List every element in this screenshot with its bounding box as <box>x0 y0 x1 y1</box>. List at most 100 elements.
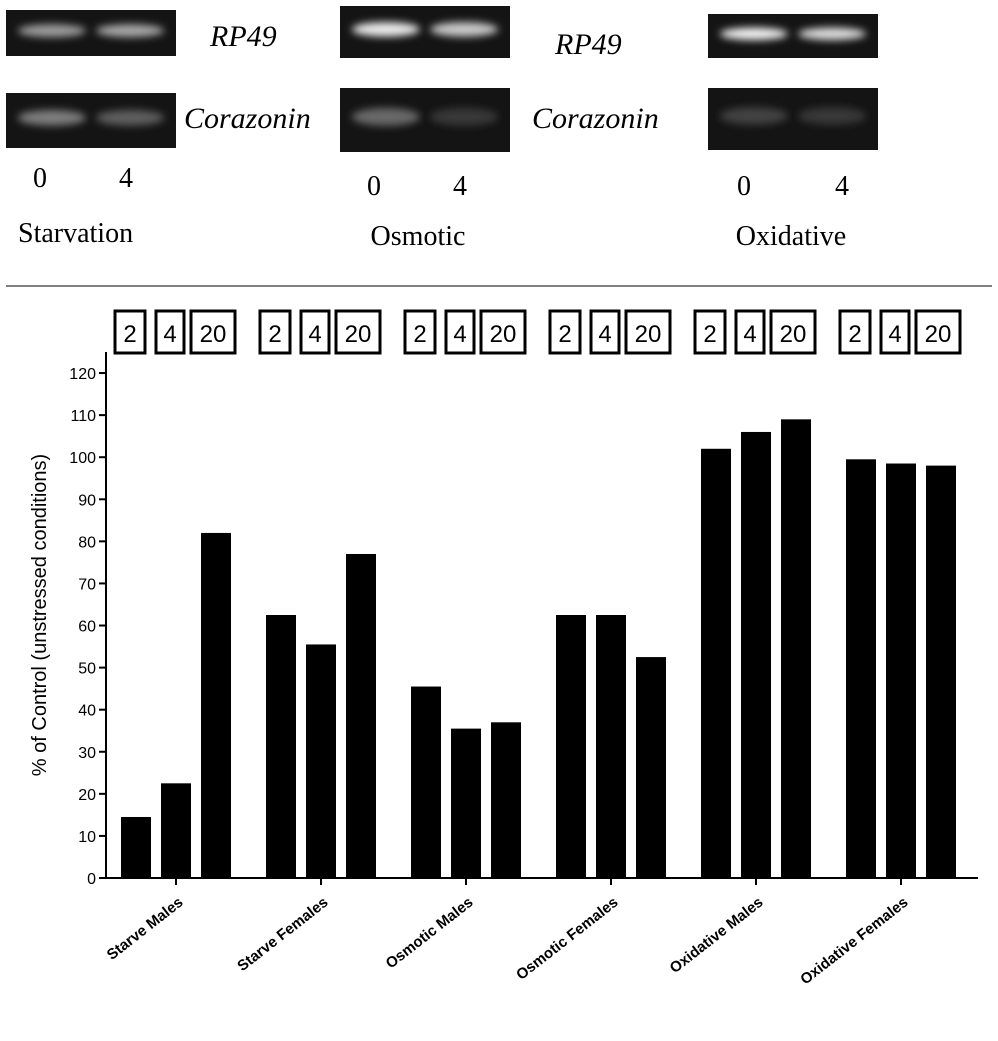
bar <box>346 553 376 878</box>
timepoint-label: 20 <box>200 321 227 348</box>
gel-band <box>351 22 420 37</box>
timepoint-box <box>154 309 186 355</box>
timepoint-label: 4 <box>163 321 176 348</box>
timepoint-label: 2 <box>123 321 136 348</box>
timepoint-box <box>258 309 292 355</box>
lane-label: 0 <box>367 171 381 202</box>
bar <box>846 459 876 878</box>
x-tick-label: Oxidative Females <box>797 894 911 988</box>
timepoint-label: 2 <box>558 321 571 348</box>
bar <box>701 448 731 878</box>
gel-band <box>430 107 499 126</box>
y-tick-label: 0 <box>87 871 96 888</box>
timepoint-label: 2 <box>413 321 426 348</box>
bar <box>266 615 296 878</box>
gel-panel-osmotic: RP49 Corazonin 0 4 Osmotic <box>340 6 659 252</box>
timepoint-box <box>693 309 727 355</box>
timepoint-label: 4 <box>453 321 466 348</box>
bar <box>306 644 336 878</box>
bar-group-starve-males: 2 4 20 <box>113 309 237 878</box>
timepoint-label: 4 <box>308 321 321 348</box>
gel-band <box>798 107 867 125</box>
gel-band <box>17 24 86 38</box>
bar <box>161 783 191 878</box>
y-tick-label: 50 <box>78 661 96 678</box>
x-tick-label: Starve Males <box>104 894 187 964</box>
condition-label: Oxidative <box>736 221 846 252</box>
timepoint-label: 4 <box>598 321 611 348</box>
bar <box>596 615 626 878</box>
gel-band <box>430 22 499 37</box>
timepoint-label: 2 <box>848 321 861 348</box>
timepoint-label: 20 <box>635 321 662 348</box>
y-tick-label: 60 <box>78 619 96 636</box>
y-tick-label: 80 <box>78 534 96 551</box>
timepoint-label: 20 <box>780 321 807 348</box>
lane-label: 4 <box>835 171 849 202</box>
bar-group-osmotic-females: 2 4 20 <box>548 309 672 878</box>
gel-panel-starvation: RP49 Corazonin 0 4 Starvation <box>6 10 311 249</box>
bar <box>556 615 586 878</box>
bar-group-oxidative-males: 2 4 20 <box>693 309 817 878</box>
timepoint-box <box>403 309 437 355</box>
condition-label: Starvation <box>18 218 133 249</box>
gene-label: RP49 <box>554 28 622 61</box>
gene-label: Corazonin <box>184 102 311 135</box>
timepoint-box <box>838 309 872 355</box>
gel-band <box>96 24 165 38</box>
gel-band <box>96 110 165 126</box>
gel-band <box>351 107 420 126</box>
x-tick-label: Osmotic Females <box>513 894 621 984</box>
bar-group-oxidative-females: 2 4 20 <box>838 309 962 878</box>
gel-panels: RP49 Corazonin 0 4 Starvation RP49 Corazonin 0 4… <box>6 6 878 252</box>
gel-band <box>719 107 788 125</box>
timepoint-box <box>189 309 237 355</box>
lane-label: 0 <box>737 171 751 202</box>
timepoint-label: 20 <box>925 321 952 348</box>
y-tick-label: 70 <box>78 576 96 593</box>
timepoint-box <box>548 309 582 355</box>
bar <box>491 722 521 878</box>
y-tick-label: 90 <box>78 492 96 509</box>
gene-label: RP49 <box>209 20 277 53</box>
timepoint-box <box>914 309 962 355</box>
gel-band <box>17 110 86 126</box>
bar <box>411 686 441 878</box>
y-tick-label: 20 <box>78 787 96 804</box>
y-tick-label: 110 <box>70 408 96 425</box>
timepoint-label: 4 <box>743 321 756 348</box>
y-tick-label: 120 <box>69 366 96 383</box>
bar <box>886 463 916 878</box>
lane-label: 4 <box>119 163 133 194</box>
bar <box>121 816 151 878</box>
timepoint-label: 4 <box>888 321 901 348</box>
timepoint-label: 20 <box>490 321 517 348</box>
y-axis-title: % of Control (unstressed conditions) <box>29 454 51 776</box>
y-tick-label: 100 <box>69 450 96 467</box>
timepoint-box <box>589 309 621 355</box>
bar <box>636 657 666 878</box>
timepoint-box <box>769 309 817 355</box>
bar-chart: 0 10 20 30 40 50 60 70 80 90 100 110 120 % of Control… <box>29 309 978 988</box>
timepoint-box <box>624 309 672 355</box>
bar <box>201 532 231 878</box>
timepoint-label: 20 <box>345 321 372 348</box>
gene-label: Corazonin <box>532 102 659 135</box>
bar <box>781 419 811 878</box>
gel-band <box>798 27 867 40</box>
bar-group-starve-females: 2 4 20 <box>258 309 382 878</box>
bar <box>741 431 771 878</box>
y-tick-label: 40 <box>78 703 96 720</box>
condition-label: Osmotic <box>371 221 466 252</box>
gel-panel-oxidative: 0 4 Oxidative <box>708 14 878 252</box>
timepoint-label: 2 <box>268 321 281 348</box>
timepoint-box <box>879 309 911 355</box>
x-tick-label: Starve Females <box>234 894 331 975</box>
timepoint-box <box>479 309 527 355</box>
bar-group-osmotic-males: 2 4 20 <box>403 309 527 878</box>
timepoint-box <box>734 309 766 355</box>
timepoint-label: 2 <box>703 321 716 348</box>
lane-label: 0 <box>33 163 47 194</box>
bar <box>926 465 956 878</box>
